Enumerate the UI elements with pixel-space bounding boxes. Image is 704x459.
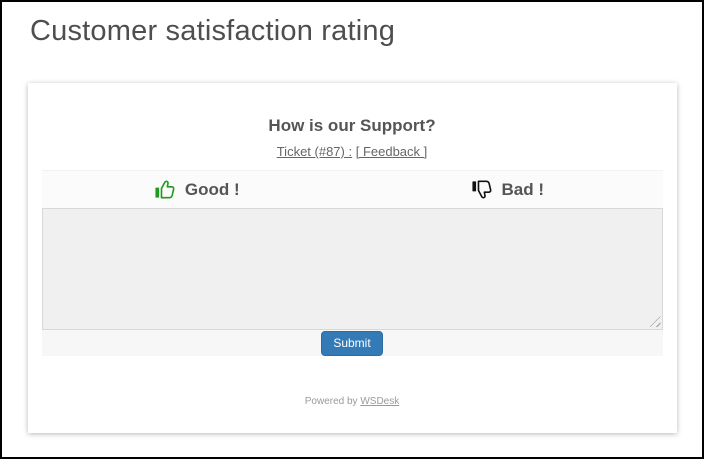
powered-by-footer: Powered by WSDesk (42, 395, 663, 417)
rating-option-bad[interactable]: Bad ! (352, 171, 663, 208)
powered-by-text: Powered by (304, 396, 358, 407)
good-label: Good ! (184, 179, 240, 199)
submit-button[interactable]: Submit (321, 330, 383, 356)
ticket-link[interactable]: Ticket (#87) : (276, 144, 353, 159)
satisfaction-card: How is our Support? Ticket (#87) : [ Fee… (27, 83, 677, 433)
textarea-resize-handle[interactable] (649, 316, 661, 327)
survey-heading: How is our Support? (268, 116, 436, 135)
page-title: Customer satisfaction rating (30, 15, 396, 47)
comment-area-wrapper (41, 208, 663, 330)
thumbs-up-icon (154, 177, 177, 202)
ticket-line: Ticket (#87) : [ Feedback ] (42, 143, 663, 161)
thumbs-down-icon (471, 177, 494, 202)
feedback-link[interactable]: [ Feedback ] (355, 144, 428, 159)
submit-row: Submit (41, 330, 663, 356)
wsdesk-link[interactable]: WSDesk (360, 396, 400, 407)
rating-option-good[interactable]: Good ! (42, 171, 353, 208)
bad-label: Bad ! (501, 179, 545, 199)
rating-row: Good ! Bad ! (41, 170, 663, 208)
feedback-comment-input[interactable] (41, 208, 663, 330)
